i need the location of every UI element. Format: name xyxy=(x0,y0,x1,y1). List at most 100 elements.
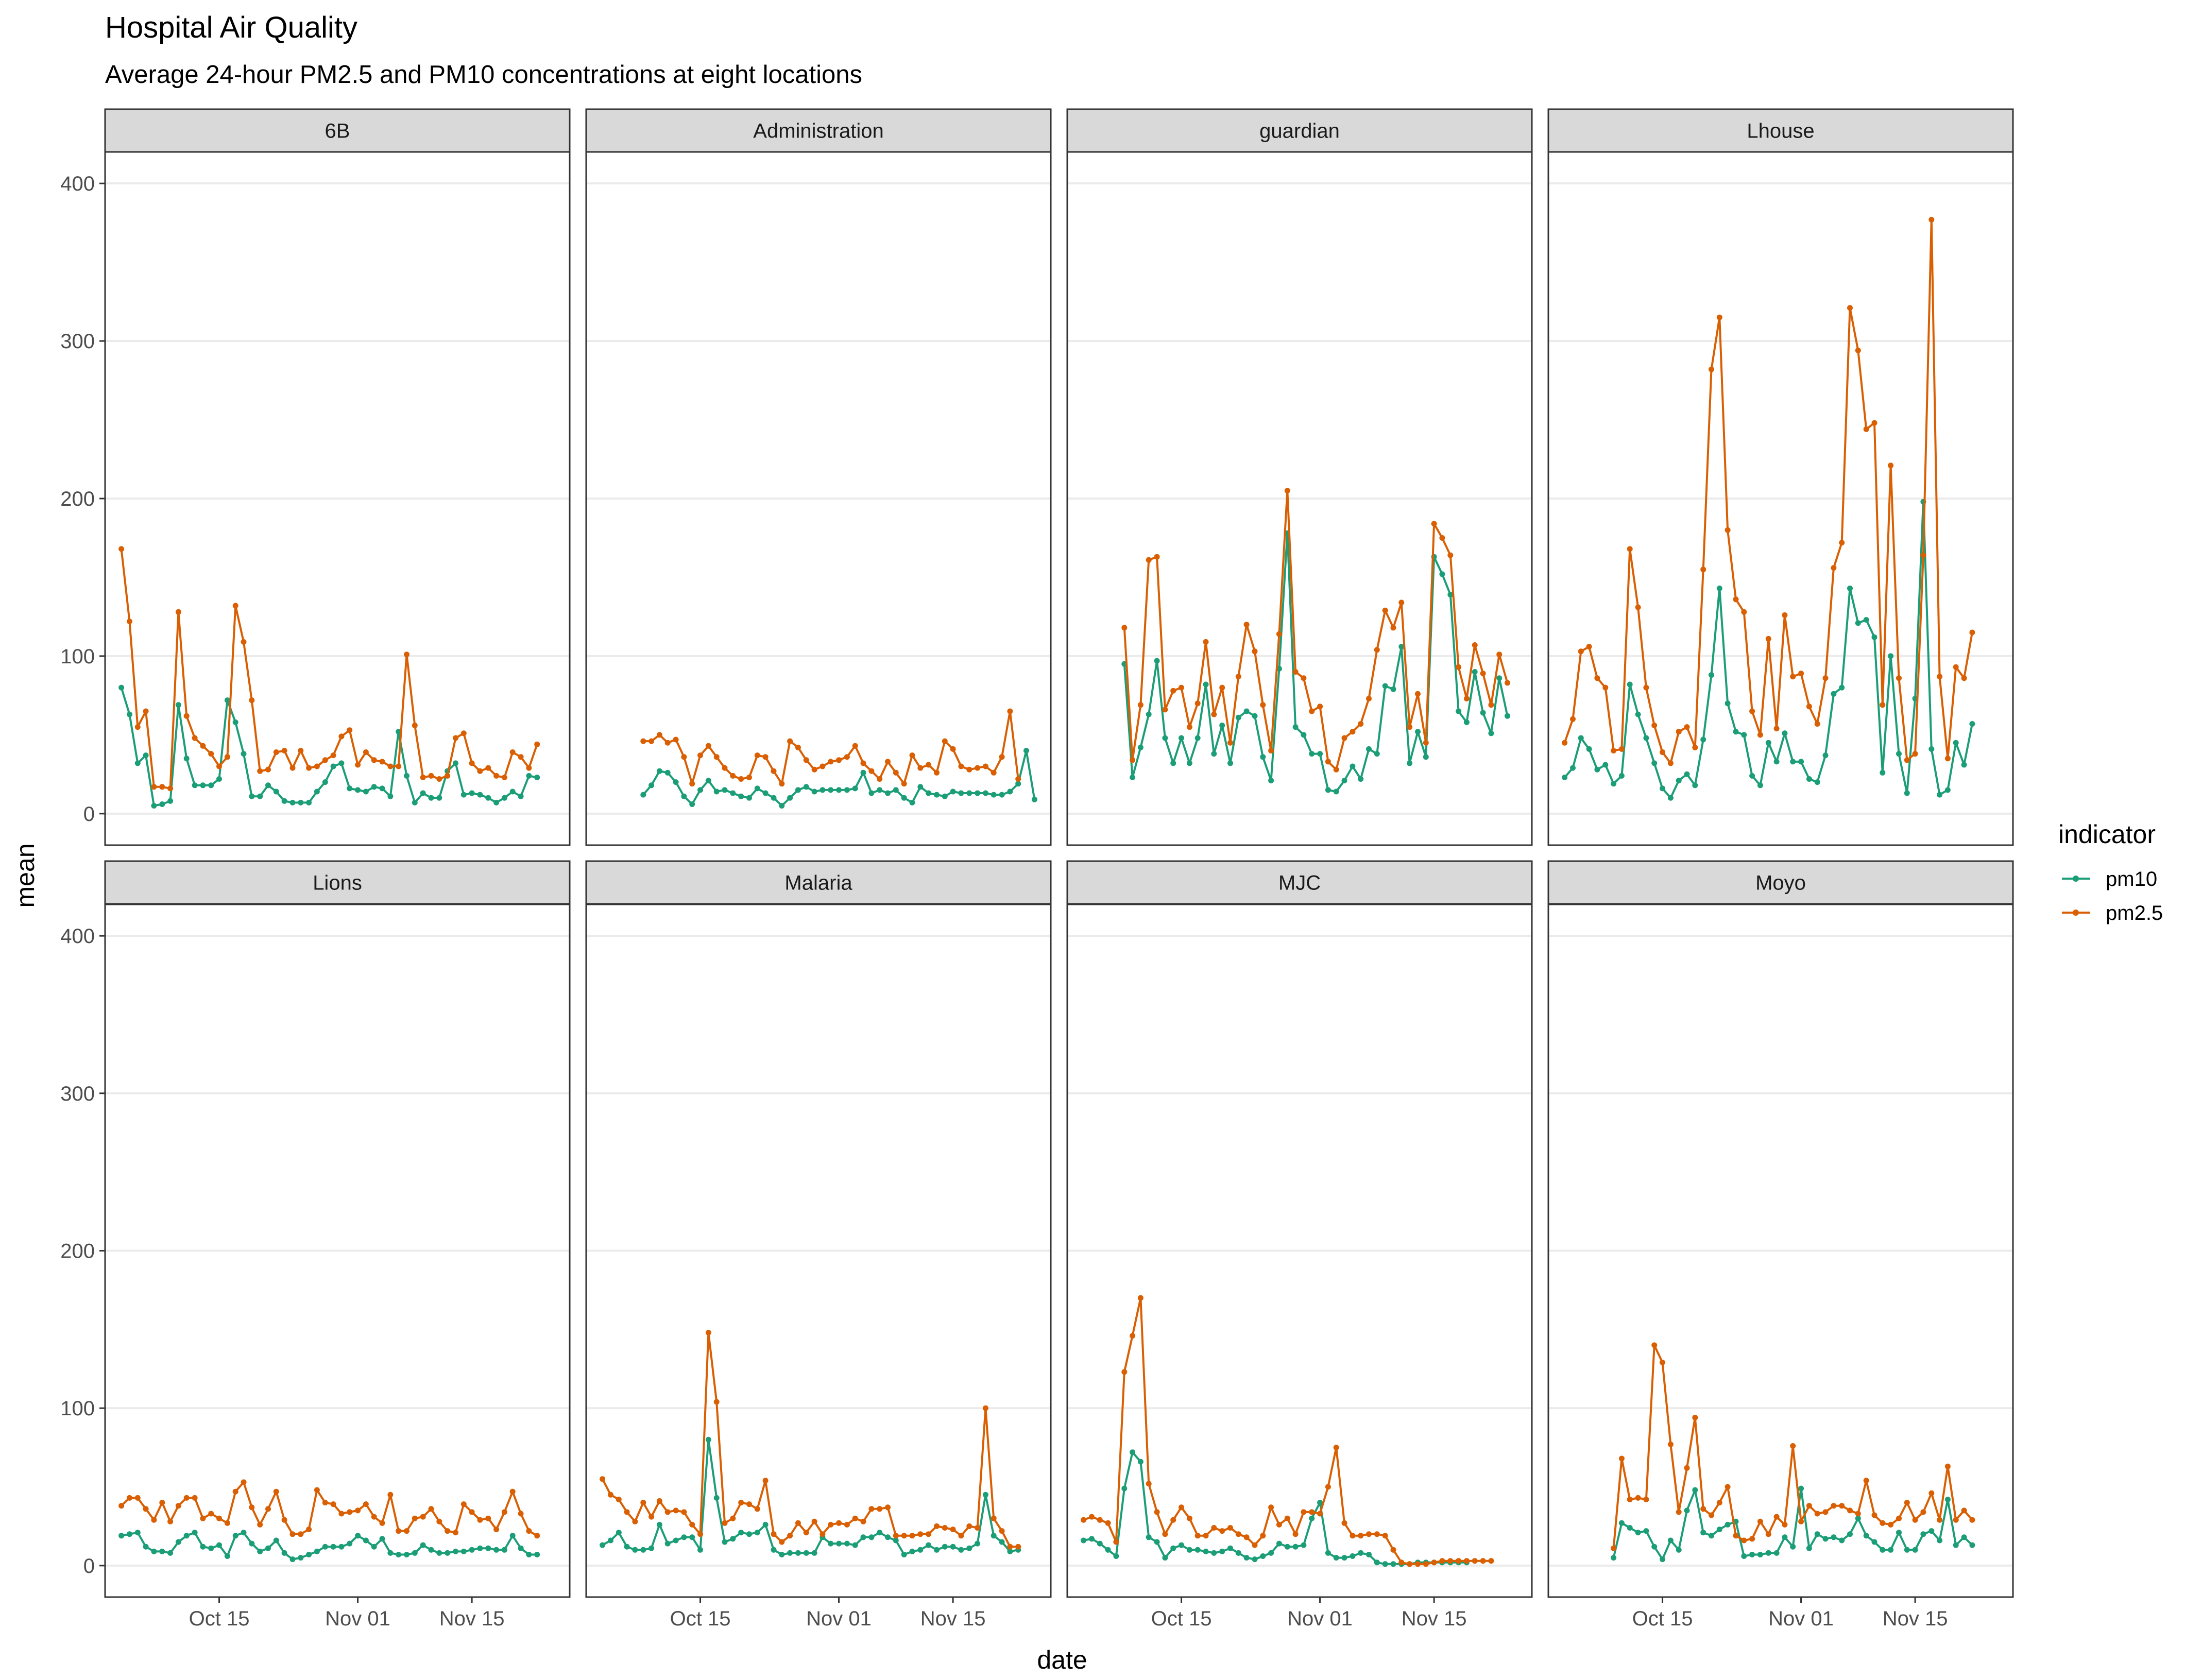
data-point-pm25 xyxy=(713,754,720,760)
data-point-pm10 xyxy=(934,792,940,798)
data-point-pm10 xyxy=(338,1544,345,1550)
data-point-pm10 xyxy=(1822,1536,1829,1542)
data-point-pm10 xyxy=(1382,683,1388,689)
data-point-pm25 xyxy=(1871,420,1877,426)
data-point-pm25 xyxy=(1081,1517,1087,1523)
data-point-pm25 xyxy=(1186,724,1192,730)
data-point-pm10 xyxy=(1578,735,1584,741)
data-point-pm25 xyxy=(281,1517,287,1523)
x-tick-label: Nov 01 xyxy=(1768,1607,1834,1630)
data-point-pm10 xyxy=(746,1531,752,1537)
data-point-pm25 xyxy=(428,773,434,779)
data-point-pm10 xyxy=(860,1534,866,1540)
data-point-pm25 xyxy=(713,1399,720,1405)
data-point-pm25 xyxy=(298,1531,304,1537)
data-point-pm25 xyxy=(1260,1533,1266,1539)
data-point-pm10 xyxy=(355,1533,361,1539)
data-point-pm10 xyxy=(1782,730,1788,736)
data-point-pm25 xyxy=(1741,1537,1747,1544)
series-line-pm25-guardian xyxy=(1123,489,1509,771)
data-point-pm25 xyxy=(1741,609,1747,615)
data-point-pm25 xyxy=(1480,1558,1486,1564)
facet-label-moyo: Moyo xyxy=(1755,872,1806,895)
data-point-pm25 xyxy=(1463,1558,1470,1564)
data-point-pm25 xyxy=(1733,1533,1739,1539)
data-point-pm10 xyxy=(134,760,141,766)
data-point-pm25 xyxy=(1447,552,1454,558)
data-point-pm10 xyxy=(192,782,198,788)
data-point-pm25 xyxy=(754,752,760,759)
data-point-pm25 xyxy=(1358,1533,1364,1539)
data-point-pm25 xyxy=(1676,1509,1682,1515)
data-point-pm25 xyxy=(387,1492,394,1498)
data-point-pm10 xyxy=(338,760,345,766)
facet-strip-moyo xyxy=(1547,860,2014,905)
data-point-pm25 xyxy=(982,1405,988,1411)
data-point-pm10 xyxy=(1162,735,1168,741)
data-point-pm10 xyxy=(803,784,809,790)
data-point-pm10 xyxy=(893,787,899,793)
legend-key-point-pm25 xyxy=(2073,910,2079,916)
facet-label-lions: Lions xyxy=(313,872,362,895)
data-point-pm10 xyxy=(1333,788,1339,795)
data-point-pm25 xyxy=(509,749,516,755)
data-point-pm25 xyxy=(1880,1520,1886,1526)
data-point-pm25 xyxy=(722,1520,728,1526)
data-point-pm25 xyxy=(1912,1517,1918,1523)
panel-border-administration xyxy=(585,151,1052,846)
data-point-pm10 xyxy=(118,684,125,691)
data-point-pm25 xyxy=(1896,1515,1902,1521)
data-point-pm10 xyxy=(950,788,956,795)
data-point-pm25 xyxy=(1928,217,1935,222)
data-point-pm25 xyxy=(1374,647,1380,653)
data-point-pm25 xyxy=(787,1533,793,1539)
data-point-pm25 xyxy=(1896,675,1902,681)
data-point-pm10 xyxy=(347,1540,353,1547)
data-point-pm10 xyxy=(216,1542,222,1548)
data-point-pm25 xyxy=(877,776,883,782)
data-point-pm10 xyxy=(681,1534,687,1540)
data-point-pm25 xyxy=(779,1539,785,1545)
data-point-pm10 xyxy=(485,795,491,801)
data-point-pm25 xyxy=(1447,1558,1454,1564)
data-point-pm10 xyxy=(208,782,214,788)
data-point-pm10 xyxy=(1773,1550,1780,1556)
data-point-pm25 xyxy=(1488,702,1494,708)
data-point-pm25 xyxy=(1243,1534,1250,1540)
data-point-pm10 xyxy=(1953,1542,1959,1548)
data-point-pm25 xyxy=(1268,748,1274,753)
data-point-pm25 xyxy=(167,1518,174,1524)
data-point-pm25 xyxy=(885,1504,891,1511)
data-point-pm10 xyxy=(975,1540,981,1547)
data-point-pm10 xyxy=(828,1540,834,1547)
data-point-pm10 xyxy=(534,775,540,780)
data-point-pm25 xyxy=(1847,305,1853,311)
facet-label-malaria: Malaria xyxy=(784,872,852,895)
data-point-pm10 xyxy=(436,1550,442,1556)
data-point-pm10 xyxy=(167,798,174,804)
data-point-pm25 xyxy=(1154,554,1160,560)
data-point-pm10 xyxy=(355,787,361,793)
x-tick-label: Oct 15 xyxy=(189,1607,250,1630)
data-point-pm10 xyxy=(1154,1539,1160,1545)
data-point-pm10 xyxy=(1456,708,1462,714)
data-point-pm25 xyxy=(1627,1497,1633,1502)
data-point-pm25 xyxy=(526,765,532,771)
data-point-pm25 xyxy=(1839,1503,1845,1509)
data-point-pm25 xyxy=(1709,1512,1714,1518)
data-point-pm25 xyxy=(779,781,785,787)
data-point-pm25 xyxy=(1276,1521,1282,1528)
data-point-pm25 xyxy=(1301,675,1307,681)
data-point-pm25 xyxy=(1773,726,1780,732)
data-point-pm10 xyxy=(1227,1545,1233,1551)
data-point-pm10 xyxy=(232,1533,238,1539)
data-point-pm25 xyxy=(917,765,924,771)
data-point-pm10 xyxy=(762,1521,769,1528)
data-point-pm25 xyxy=(1594,675,1600,681)
data-point-pm25 xyxy=(412,723,418,728)
data-point-pm25 xyxy=(469,760,475,766)
data-point-pm10 xyxy=(200,1544,206,1550)
data-point-pm25 xyxy=(1456,664,1462,670)
data-point-pm25 xyxy=(493,1527,500,1533)
data-point-pm10 xyxy=(330,763,336,769)
